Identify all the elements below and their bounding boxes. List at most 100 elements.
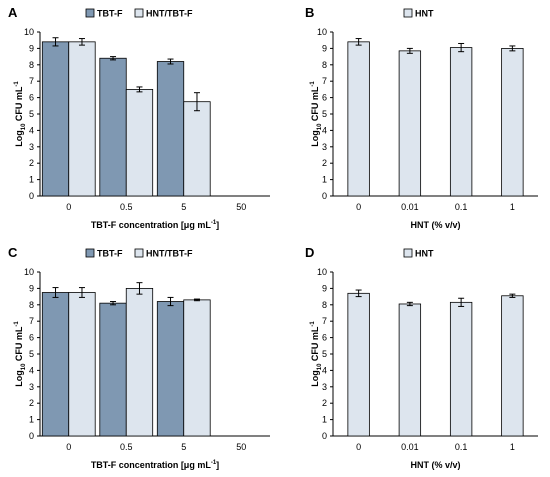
y-tick-label: 6: [29, 93, 34, 103]
y-tick-label: 6: [322, 333, 327, 343]
bar: [156, 301, 185, 437]
x-tick-label: 0: [66, 442, 71, 452]
y-tick-label: 0: [322, 191, 327, 201]
y-tick-label: 8: [322, 60, 327, 70]
y-tick-label: 8: [29, 60, 34, 70]
y-tick-label: 7: [29, 76, 34, 86]
y-tick-label: 6: [29, 333, 34, 343]
x-tick-label: 5: [181, 442, 186, 452]
y-tick-label: 2: [29, 398, 34, 408]
y-tick-label: 0: [29, 431, 34, 441]
y-tick-label: 7: [29, 316, 34, 326]
bar: [183, 101, 211, 197]
bar: [449, 301, 473, 437]
legend-swatch: [403, 248, 413, 258]
legend-swatch: [85, 8, 95, 18]
y-tick-label: 10: [24, 27, 34, 37]
legend-label: TBT-F: [97, 9, 123, 19]
legend-swatch: [85, 248, 95, 258]
panel-d: D HNT 0 1 2 3 4 5 6 7 8 9 10 0 0.01 0.1 1 HNT (% v/v) Log1…: [305, 245, 538, 470]
y-axis-label: Log10 CFU mL-1: [14, 321, 27, 387]
y-tick-label: 2: [29, 158, 34, 168]
bar: [156, 61, 185, 197]
x-tick-label: 0.1: [455, 202, 468, 212]
bar: [347, 292, 370, 437]
y-tick-label: 1: [29, 415, 34, 425]
bar: [501, 48, 524, 197]
y-tick-label: 3: [29, 382, 34, 392]
y-tick-label: 10: [317, 27, 327, 37]
y-tick-label: 5: [29, 109, 34, 119]
legend-swatch: [134, 248, 144, 258]
bar: [68, 41, 96, 197]
legend-label: HNT: [415, 249, 434, 259]
y-tick-label: 1: [29, 175, 34, 185]
y-tick-label: 3: [322, 382, 327, 392]
y-tick-label: 4: [29, 365, 34, 375]
bar: [125, 287, 154, 437]
y-tick-label: 4: [322, 125, 327, 135]
bar: [125, 89, 154, 197]
bar: [99, 302, 127, 437]
bar: [41, 292, 70, 437]
y-axis-label: Log10 CFU mL-1: [14, 81, 27, 147]
y-tick-label: 1: [322, 415, 327, 425]
y-tick-label: 9: [322, 283, 327, 293]
x-axis-label: HNT (% v/v): [410, 460, 460, 470]
x-tick-label: 50: [236, 202, 246, 212]
bar: [398, 303, 422, 437]
y-axis-label: Log10 CFU mL-1: [310, 321, 323, 387]
y-tick-label: 9: [29, 43, 34, 53]
x-tick-label: 0.01: [401, 442, 419, 452]
panel-label: A: [8, 5, 18, 20]
y-tick-label: 7: [322, 316, 327, 326]
bar: [398, 50, 422, 197]
y-tick-label: 9: [322, 43, 327, 53]
y-tick-label: 10: [317, 267, 327, 277]
legend-label: HNT/TBT-F: [146, 9, 193, 19]
bar: [449, 47, 473, 197]
y-tick-label: 4: [29, 125, 34, 135]
x-tick-label: 0.5: [120, 202, 133, 212]
panel-label: C: [8, 245, 18, 260]
panel-a: A TBT-F HNT/TBT-F 0 1 2 3 4 5 6 7 8 9 10 0 0.5 5 50 TBT-F …: [8, 5, 270, 230]
x-tick-label: 1: [510, 202, 515, 212]
bar: [347, 41, 370, 197]
y-tick-label: 5: [29, 349, 34, 359]
panel-b: B HNT 0 1 2 3 4 5 6 7 8 9 10 0 0.01 0.1 1 HNT (% v/v) Log1…: [305, 5, 538, 230]
y-tick-label: 5: [322, 349, 327, 359]
y-tick-label: 8: [322, 300, 327, 310]
x-tick-label: 0.1: [455, 442, 468, 452]
y-tick-label: 5: [322, 109, 327, 119]
x-tick-label: 1: [510, 442, 515, 452]
legend-label: HNT: [415, 9, 434, 19]
y-tick-label: 7: [322, 76, 327, 86]
bar: [68, 292, 96, 437]
panel-label: D: [305, 245, 314, 260]
y-tick-label: 2: [322, 398, 327, 408]
legend-label: TBT-F: [97, 249, 123, 259]
y-tick-label: 6: [322, 93, 327, 103]
y-tick-label: 10: [24, 267, 34, 277]
y-tick-label: 1: [322, 175, 327, 185]
x-tick-label: 0: [356, 442, 361, 452]
y-tick-label: 0: [29, 191, 34, 201]
x-tick-label: 0.5: [120, 442, 133, 452]
legend-swatch: [403, 8, 413, 18]
y-axis-label: Log10 CFU mL-1: [310, 81, 323, 147]
y-tick-label: 3: [29, 142, 34, 152]
x-tick-label: 5: [181, 202, 186, 212]
y-tick-label: 8: [29, 300, 34, 310]
x-tick-label: 0.01: [401, 202, 419, 212]
x-tick-label: 0: [356, 202, 361, 212]
y-tick-label: 2: [322, 158, 327, 168]
legend-swatch: [134, 8, 144, 18]
bar: [99, 57, 127, 197]
y-tick-label: 3: [322, 142, 327, 152]
y-tick-label: 4: [322, 365, 327, 375]
legend-label: HNT/TBT-F: [146, 249, 193, 259]
y-tick-label: 0: [322, 431, 327, 441]
panel-label: B: [305, 5, 314, 20]
x-tick-label: 0: [66, 202, 71, 212]
